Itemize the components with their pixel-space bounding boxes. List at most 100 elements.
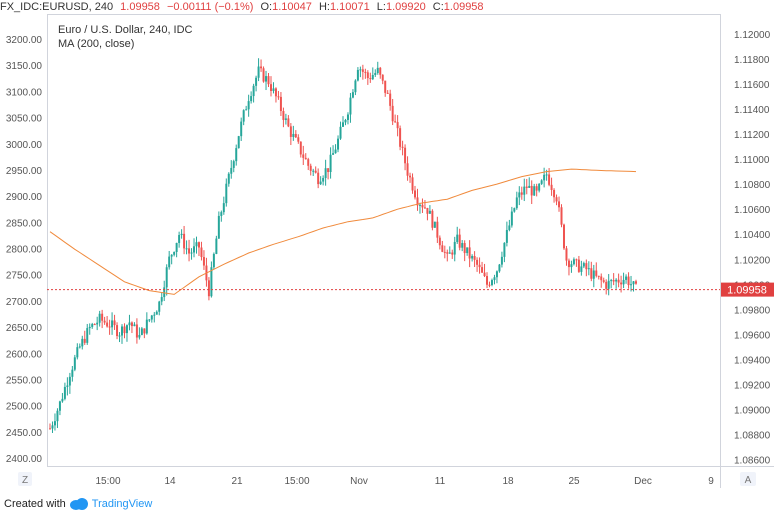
candle-body: [135, 324, 138, 338]
candle-body: [133, 324, 136, 327]
candle-body: [610, 280, 613, 282]
candle-body: [565, 248, 568, 261]
left-tick-label: 2450.00: [6, 428, 43, 439]
left-tick-label: 3100.00: [6, 87, 43, 98]
low-value: 1.09920: [385, 1, 426, 13]
candle-body: [106, 322, 109, 327]
candle-body: [391, 105, 394, 122]
open-value: 1.10047: [272, 1, 312, 13]
candle-body: [483, 272, 486, 277]
candle-body: [267, 76, 270, 85]
candle-body: [545, 174, 548, 176]
candle-body: [570, 264, 573, 268]
time-tick-label: 15:00: [95, 476, 120, 487]
time-axis: 15:00 14 21 15:00 Nov 11 18 25 Dec 9: [95, 476, 714, 487]
last-price-tag: [721, 282, 774, 297]
zoom-button[interactable]: [18, 472, 32, 486]
candle-body: [409, 175, 412, 178]
right-tick-label: 1.10800: [734, 180, 771, 191]
candle-body: [605, 281, 608, 289]
candle-body: [630, 284, 633, 286]
candle-body: [587, 268, 590, 270]
candle-body: [245, 109, 248, 111]
candle-body: [210, 267, 213, 297]
candle-body: [612, 280, 615, 282]
candle-body: [113, 320, 116, 326]
left-tick-label: 2400.00: [6, 454, 43, 465]
candle-body: [456, 234, 459, 242]
candle-body: [381, 74, 384, 81]
candle-body: [250, 96, 253, 102]
candle-body: [523, 186, 526, 195]
candle-body: [520, 192, 523, 195]
candle-body: [98, 313, 101, 323]
candle-body: [292, 133, 295, 137]
candle-body: [53, 421, 56, 426]
candle-body: [222, 203, 225, 213]
candle-body: [436, 221, 439, 238]
tradingview-brand[interactable]: TradingView: [91, 498, 153, 510]
candle-body: [255, 77, 258, 86]
right-tick-label: 1.09200: [734, 381, 771, 392]
time-tick-label: 14: [164, 476, 176, 487]
candle-body: [289, 126, 292, 137]
autoscale-button[interactable]: [740, 472, 756, 486]
candle-body: [518, 192, 521, 198]
candle-body: [73, 357, 76, 370]
candle-body: [284, 118, 287, 120]
candle-body: [235, 148, 238, 162]
right-tick-label: 1.11200: [734, 130, 770, 141]
candle-body: [138, 334, 141, 338]
candle-body: [404, 147, 407, 164]
candle-body: [183, 233, 186, 249]
candle-body: [125, 325, 128, 334]
candle-body: [411, 177, 414, 191]
candle-body: [190, 252, 193, 254]
candle-body: [217, 215, 220, 239]
candle-body: [342, 122, 344, 127]
candle-body: [123, 326, 126, 334]
candle-body: [202, 257, 205, 266]
candle-body: [351, 92, 354, 98]
left-tick-label: 3050.00: [6, 114, 43, 125]
candle-body: [227, 173, 230, 184]
time-tick-label: 15:00: [284, 476, 309, 487]
candle-body: [252, 85, 255, 97]
candle-body: [602, 280, 605, 282]
candle-body: [262, 68, 265, 82]
candle-body: [513, 208, 516, 212]
candle-body: [130, 322, 133, 327]
candle-body: [274, 88, 277, 97]
candle-body: [426, 207, 429, 214]
candle-body: [448, 252, 451, 254]
candle-body: [600, 276, 603, 281]
candle-body: [431, 210, 434, 228]
legend-ma-title: MA (200, close): [58, 38, 134, 50]
candle-body: [265, 76, 268, 82]
candlestick-chart[interactable]: 2400.00 2450.00 2500.00 2550.00 2600.00 2650.…: [0, 0, 774, 496]
left-tick-label: 3200.00: [6, 35, 43, 46]
candle-body: [155, 311, 158, 315]
high-value: 1.10071: [329, 1, 370, 13]
candle-body: [560, 207, 563, 225]
candle-body: [615, 279, 618, 282]
candle-body: [386, 92, 389, 94]
right-tick-label: 1.12000: [734, 30, 771, 41]
candle-body: [103, 320, 106, 323]
candle-body: [394, 121, 397, 123]
candle-body: [533, 186, 536, 196]
ma-200-line: [49, 168, 637, 295]
candle-body: [555, 197, 558, 202]
candle-body: [384, 80, 387, 93]
candle-body: [232, 161, 235, 168]
candle-body: [528, 185, 531, 188]
candle-body: [488, 284, 491, 286]
candle-body: [319, 181, 322, 185]
time-tick-label: 9: [708, 476, 714, 487]
candle-body: [632, 281, 635, 285]
candle-body: [585, 263, 588, 270]
candle-body: [473, 256, 476, 260]
candle-body: [401, 146, 404, 148]
candle-body: [423, 207, 426, 209]
candle-body: [158, 301, 161, 312]
